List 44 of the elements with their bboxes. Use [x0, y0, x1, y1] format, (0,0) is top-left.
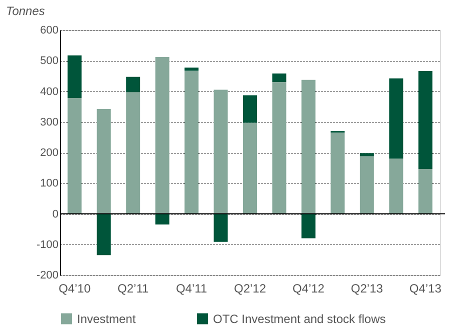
- bar: [214, 214, 228, 242]
- bar: [418, 169, 432, 214]
- bar: [155, 214, 170, 224]
- bar: [243, 122, 257, 214]
- bar: [214, 90, 228, 214]
- x-tick-label: Q4’13: [409, 282, 442, 296]
- bar: [330, 132, 345, 214]
- bar: [389, 78, 404, 159]
- bar: [360, 156, 374, 214]
- bar: [126, 92, 140, 214]
- bar: [243, 95, 257, 123]
- bar: [418, 71, 432, 170]
- y-tick-label: 400: [40, 86, 58, 98]
- y-tick-label: -100: [36, 238, 58, 251]
- bar: [68, 98, 82, 214]
- y-axis-title: Tonnes: [6, 4, 45, 18]
- legend-label: OTC Investment and stock flows: [213, 312, 386, 326]
- bar: [301, 214, 316, 238]
- bar: [68, 55, 82, 98]
- x-tick-label: Q4’12: [292, 282, 325, 296]
- x-tick-label: Q4’10: [58, 282, 91, 296]
- bar: [360, 153, 374, 156]
- y-tick-label: 600: [40, 24, 58, 36]
- bar: [184, 70, 199, 214]
- y-tick-label: 300: [40, 116, 58, 128]
- bar: [126, 76, 140, 92]
- bar: [96, 214, 111, 256]
- bar: [301, 80, 316, 214]
- legend-label: Investment: [77, 312, 136, 326]
- bar: [272, 73, 286, 82]
- bar: [96, 109, 111, 214]
- y-tick-label: 200: [40, 147, 58, 159]
- y-tick-label: -200: [36, 270, 58, 282]
- y-tick-label: 0: [52, 208, 58, 220]
- x-tick-label: Q4’11: [176, 282, 208, 296]
- bar: [389, 158, 404, 214]
- bar: [272, 82, 286, 214]
- x-tick-label: Q2’13: [350, 282, 384, 296]
- x-tick-label: Q2’11: [118, 282, 149, 296]
- y-tick-label: 100: [40, 178, 58, 190]
- y-tick-label: 500: [40, 55, 58, 68]
- bar: [155, 56, 170, 214]
- bar: [184, 68, 199, 71]
- x-tick-label: Q2’12: [234, 282, 266, 296]
